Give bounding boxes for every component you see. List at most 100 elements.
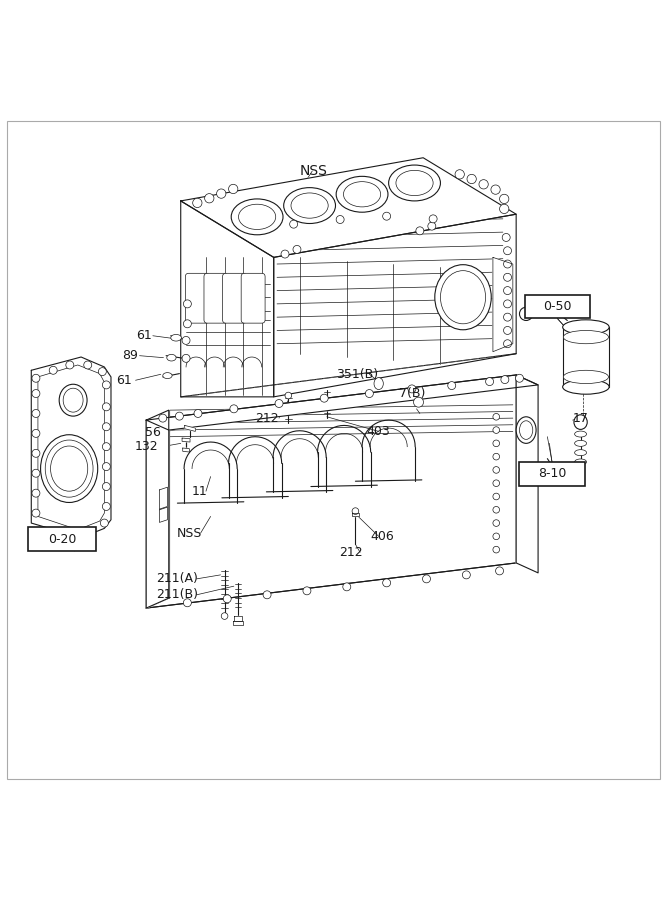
Circle shape: [102, 423, 110, 431]
Circle shape: [263, 590, 271, 598]
FancyBboxPatch shape: [520, 462, 584, 486]
Polygon shape: [273, 214, 516, 397]
Circle shape: [479, 180, 488, 189]
Text: 211(A): 211(A): [156, 572, 197, 585]
Circle shape: [467, 175, 476, 184]
Ellipse shape: [574, 431, 586, 437]
Text: 212: 212: [340, 545, 364, 559]
Circle shape: [493, 507, 500, 513]
Circle shape: [493, 466, 500, 473]
FancyBboxPatch shape: [223, 274, 247, 323]
Circle shape: [100, 519, 108, 527]
Text: NSS: NSS: [177, 526, 202, 539]
Polygon shape: [233, 621, 243, 626]
Circle shape: [183, 598, 191, 607]
Polygon shape: [352, 513, 359, 517]
Text: 8-10: 8-10: [538, 467, 566, 481]
Ellipse shape: [564, 330, 608, 344]
Circle shape: [496, 567, 504, 575]
Circle shape: [84, 529, 92, 537]
Circle shape: [504, 300, 512, 308]
Polygon shape: [181, 158, 516, 257]
Polygon shape: [31, 357, 111, 537]
Ellipse shape: [63, 388, 83, 412]
Polygon shape: [159, 507, 167, 522]
Text: 89: 89: [121, 349, 137, 362]
Circle shape: [352, 508, 359, 515]
Circle shape: [32, 390, 40, 398]
Polygon shape: [146, 410, 169, 608]
Ellipse shape: [389, 165, 440, 201]
Circle shape: [182, 355, 190, 363]
Circle shape: [84, 361, 92, 369]
Polygon shape: [182, 438, 190, 442]
Text: 61: 61: [136, 329, 152, 342]
Circle shape: [493, 533, 500, 540]
Circle shape: [183, 320, 191, 328]
Ellipse shape: [344, 182, 381, 207]
Circle shape: [448, 382, 456, 390]
Ellipse shape: [231, 199, 283, 235]
Circle shape: [493, 440, 500, 446]
Circle shape: [500, 194, 509, 203]
Ellipse shape: [336, 176, 388, 212]
Circle shape: [32, 449, 40, 457]
Polygon shape: [38, 365, 104, 530]
Ellipse shape: [41, 435, 97, 502]
Circle shape: [491, 185, 500, 194]
Circle shape: [275, 400, 283, 408]
Circle shape: [493, 546, 500, 553]
FancyBboxPatch shape: [241, 274, 265, 323]
Text: 406: 406: [370, 530, 394, 543]
Polygon shape: [234, 616, 242, 621]
Ellipse shape: [520, 307, 533, 320]
Polygon shape: [493, 257, 513, 352]
Circle shape: [493, 454, 500, 460]
Circle shape: [428, 222, 436, 230]
Circle shape: [416, 227, 424, 235]
Circle shape: [159, 414, 167, 422]
Circle shape: [486, 378, 494, 385]
Ellipse shape: [374, 378, 384, 390]
Ellipse shape: [574, 415, 587, 429]
Circle shape: [429, 215, 437, 223]
FancyBboxPatch shape: [204, 274, 228, 323]
Circle shape: [32, 374, 40, 382]
Polygon shape: [146, 375, 538, 430]
Polygon shape: [181, 201, 273, 397]
Circle shape: [32, 429, 40, 437]
Polygon shape: [516, 375, 538, 573]
Circle shape: [175, 412, 183, 420]
Circle shape: [293, 246, 301, 254]
Ellipse shape: [435, 265, 492, 329]
Circle shape: [493, 480, 500, 487]
Text: 17: 17: [573, 412, 588, 426]
Circle shape: [383, 579, 391, 587]
Text: 56: 56: [145, 426, 161, 438]
Ellipse shape: [516, 417, 536, 444]
Text: 211(B): 211(B): [155, 589, 197, 601]
Polygon shape: [185, 426, 195, 431]
Circle shape: [504, 274, 512, 282]
Circle shape: [343, 583, 351, 590]
Ellipse shape: [396, 170, 433, 195]
Circle shape: [493, 493, 500, 500]
Circle shape: [229, 184, 238, 194]
Circle shape: [49, 366, 57, 374]
Circle shape: [182, 337, 190, 345]
Circle shape: [504, 247, 512, 255]
Ellipse shape: [574, 450, 586, 455]
Circle shape: [501, 375, 509, 383]
Ellipse shape: [45, 440, 93, 497]
Circle shape: [504, 327, 512, 335]
Circle shape: [455, 170, 464, 179]
Circle shape: [366, 390, 374, 398]
Ellipse shape: [414, 397, 424, 407]
Circle shape: [193, 198, 202, 208]
Circle shape: [223, 595, 231, 603]
Circle shape: [98, 367, 106, 375]
Ellipse shape: [283, 187, 336, 223]
Circle shape: [504, 339, 512, 347]
Circle shape: [493, 427, 500, 434]
Circle shape: [183, 300, 191, 308]
